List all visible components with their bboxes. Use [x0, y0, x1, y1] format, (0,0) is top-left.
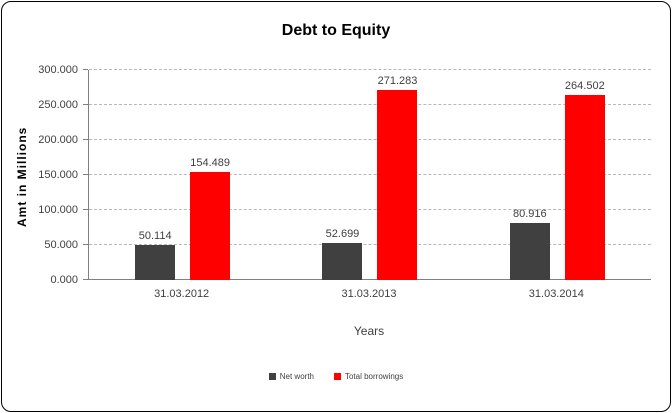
gridline — [89, 69, 651, 70]
bar-total-borrowings — [564, 94, 605, 280]
bar-value-label: 50.114 — [138, 229, 172, 242]
y-axis-tick-mark — [83, 279, 88, 280]
x-axis-tick-label: 31.03.2014 — [528, 288, 584, 300]
x-axis-tick-labels: 31.03.2012 31.03.2013 31.03.2014 — [88, 288, 650, 300]
x-axis-tick-label: 31.03.2013 — [341, 288, 397, 300]
legend-label: Net worth — [279, 372, 314, 381]
bar-net-worth — [322, 243, 363, 280]
y-axis-tick-mark — [83, 244, 88, 245]
bar-total-borrowings — [190, 171, 231, 280]
bar-value-label: 271.283 — [377, 75, 418, 88]
bar-column: 80.916 — [509, 208, 550, 280]
legend-swatch-icon — [333, 373, 341, 380]
bar-value-label: 52.699 — [325, 228, 360, 241]
legend-item: Total borrowings — [333, 372, 404, 381]
y-axis-title: Amt in Millions — [15, 126, 29, 228]
bar-column: 271.283 — [377, 75, 418, 280]
bar-value-label: 264.502 — [564, 79, 605, 92]
y-axis-tick-mark — [83, 174, 88, 175]
y-axis-tick-label: 100.000 — [38, 204, 78, 216]
bar-column: 154.489 — [190, 156, 231, 280]
y-axis-tick-mark — [83, 104, 88, 105]
bar-group: 52.699 271.283 — [322, 75, 418, 280]
y-axis-tick-label: 50.000 — [44, 239, 78, 251]
y-axis-tick-mark — [83, 209, 88, 210]
bar-column: 50.114 — [135, 229, 176, 280]
legend: Net worth Total borrowings — [2, 372, 670, 381]
bar-net-worth — [509, 223, 550, 280]
gridline — [89, 104, 651, 105]
y-axis-tick-mark — [83, 69, 88, 70]
y-axis-tick-label: 0.000 — [50, 274, 78, 286]
y-axis-tick-label: 150.000 — [38, 169, 78, 181]
bar-total-borrowings — [377, 90, 418, 280]
legend-swatch-icon — [268, 373, 276, 380]
legend-item: Net worth — [268, 372, 314, 381]
y-axis-tick-labels: 0.000 50.000 100.000 150.000 200.000 250.000 3… — [36, 64, 84, 286]
bar-column: 52.699 — [322, 228, 363, 280]
bar-group: 80.916 264.502 — [509, 79, 605, 280]
legend-label: Total borrowings — [344, 372, 404, 381]
gridline — [89, 174, 651, 175]
chart-title: Debt to Equity — [281, 22, 391, 39]
bar-net-worth — [135, 244, 176, 280]
y-axis-tick-mark — [83, 139, 88, 140]
bar-column: 264.502 — [564, 79, 605, 280]
gridline — [89, 244, 651, 245]
bar-value-label: 154.489 — [190, 156, 231, 169]
gridline — [89, 209, 651, 210]
plot-area: 50.114 154.489 52.699 271.283 80.916 264.502 — [83, 69, 651, 280]
bar-value-label: 80.916 — [512, 208, 547, 221]
bar-group: 50.114 154.489 — [135, 156, 231, 280]
bar-groups: 50.114 154.489 52.699 271.283 80.916 264.502 — [89, 70, 651, 280]
gridline — [89, 139, 651, 140]
x-axis-title: Years — [353, 324, 385, 338]
y-axis-tick-label: 200.000 — [38, 134, 78, 146]
y-axis-tick-label: 300.000 — [38, 64, 78, 76]
x-axis-tick-label: 31.03.2012 — [154, 288, 210, 300]
y-axis-tick-label: 250.000 — [38, 99, 78, 111]
x-axis-line — [89, 279, 651, 280]
